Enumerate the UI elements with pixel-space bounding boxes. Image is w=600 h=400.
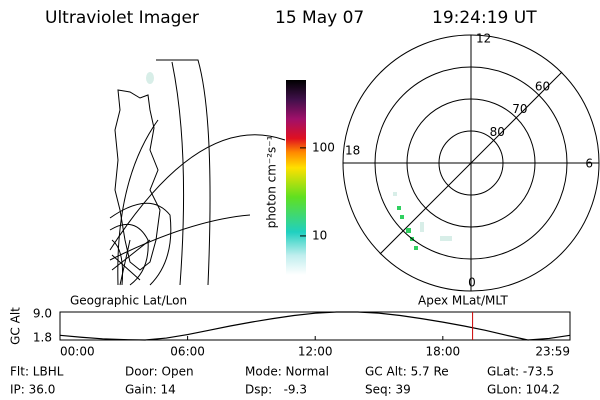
status-field: Seq: 39 <box>365 383 411 397</box>
status-field: Flt: LBHL <box>10 365 64 379</box>
x-tick-label: 18:00 <box>426 345 461 359</box>
mlt-label: 0 <box>468 276 476 290</box>
status-field: GLat: -73.5 <box>487 365 554 379</box>
lat-ring-label: 60 <box>535 80 550 94</box>
lat-ring-label: 70 <box>512 102 527 116</box>
status-field: GLon: 104.2 <box>487 383 560 397</box>
time: 19:24:19 UT <box>432 8 537 28</box>
status-field: Mode: Normal <box>245 365 329 379</box>
x-tick-label: 23:59 <box>535 345 570 359</box>
plot-frame <box>59 311 571 341</box>
status-field: IP: 36.0 <box>10 383 55 397</box>
x-tick-label: 00:00 <box>60 345 95 359</box>
colorbar-tick-label: 100 <box>312 140 335 154</box>
colorbar <box>286 80 306 275</box>
y-tick-label: 1.8 <box>33 331 52 345</box>
aurora-patch <box>146 72 154 84</box>
x-tick-label: 12:00 <box>298 345 333 359</box>
mlt-label: 12 <box>476 32 491 46</box>
mlt-label: 6 <box>585 157 593 171</box>
y-axis-label: GC Alt <box>9 307 23 345</box>
caption: Geographic Lat/Lon <box>70 294 187 308</box>
colorbar-label: photon cm⁻²s⁻¹ <box>265 135 279 228</box>
status-field: Dsp: -9.3 <box>245 383 307 397</box>
lat-ring <box>374 66 568 260</box>
status-field: GC Alt: 5.7 Re <box>365 365 449 379</box>
status-field: Door: Open <box>125 365 194 379</box>
status-field: Gain: 14 <box>125 383 176 397</box>
y-tick-label: 9.0 <box>33 307 52 321</box>
colorbar-tick-label: 10 <box>312 228 327 242</box>
date: 15 May 07 <box>275 8 364 28</box>
altitude-line <box>59 311 571 341</box>
caption: Apex MLat/MLT <box>418 294 508 308</box>
x-tick-label: 06:00 <box>170 345 205 359</box>
mlt-label: 18 <box>345 144 360 158</box>
geographic-map <box>109 59 286 286</box>
title: Ultraviolet Imager <box>45 8 199 28</box>
lat-ring-label: 80 <box>490 125 505 139</box>
polar-plot <box>342 34 600 292</box>
lat-ring <box>406 98 536 228</box>
lat-ring <box>438 130 504 196</box>
